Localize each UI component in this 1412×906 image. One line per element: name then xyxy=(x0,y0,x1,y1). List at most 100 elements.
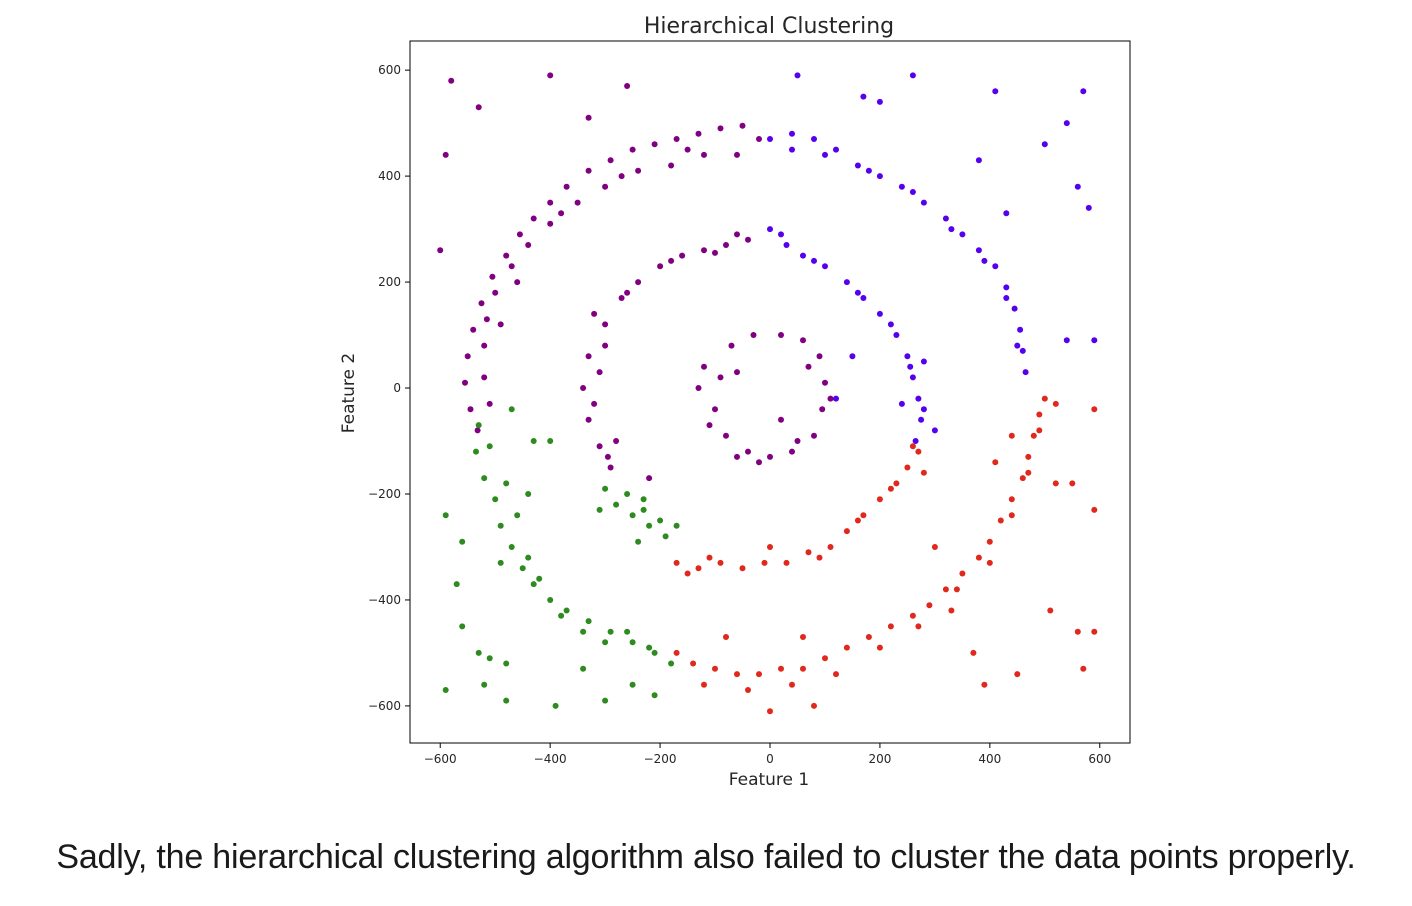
data-point xyxy=(1091,628,1098,635)
data-point xyxy=(1014,342,1021,349)
data-point xyxy=(756,671,762,678)
data-point xyxy=(673,649,680,656)
data-point xyxy=(767,453,773,460)
data-point xyxy=(918,416,925,423)
data-point xyxy=(915,395,922,402)
data-point xyxy=(767,544,773,550)
data-point xyxy=(789,681,795,688)
data-point xyxy=(854,517,861,524)
data-point xyxy=(459,538,466,545)
data-point xyxy=(745,448,751,455)
data-point xyxy=(1025,469,1032,476)
data-point xyxy=(613,438,620,444)
data-point xyxy=(912,438,919,444)
data-point xyxy=(959,231,966,238)
data-point xyxy=(701,681,707,688)
data-point xyxy=(778,231,784,238)
data-point xyxy=(887,321,894,328)
data-point xyxy=(931,427,938,434)
x-tick-label: −600 xyxy=(424,752,457,766)
data-point xyxy=(915,623,922,630)
data-point xyxy=(794,72,801,79)
data-point xyxy=(1017,326,1024,333)
data-point xyxy=(926,602,933,609)
data-point xyxy=(547,199,554,206)
data-point xyxy=(761,559,768,566)
x-axis-label: Feature 1 xyxy=(729,770,809,790)
data-point xyxy=(843,644,850,651)
x-tick-label: −400 xyxy=(534,752,567,766)
data-point xyxy=(805,549,812,556)
data-point xyxy=(833,395,839,402)
data-point xyxy=(904,464,911,471)
data-point xyxy=(475,104,482,111)
data-point xyxy=(992,459,999,466)
plot-area xyxy=(409,40,1131,744)
data-point xyxy=(783,559,790,566)
data-point xyxy=(690,660,697,667)
data-point xyxy=(750,332,757,338)
data-point xyxy=(503,660,510,667)
data-point xyxy=(745,687,751,693)
data-point xyxy=(448,77,455,84)
data-point xyxy=(508,263,515,270)
data-point xyxy=(470,326,477,333)
data-point xyxy=(860,512,867,519)
data-point xyxy=(717,374,724,381)
data-point xyxy=(563,183,570,190)
data-point xyxy=(811,257,817,264)
data-point xyxy=(986,559,993,566)
data-point xyxy=(1091,506,1098,513)
data-point xyxy=(657,263,664,270)
data-point xyxy=(604,453,611,460)
data-point xyxy=(893,332,900,338)
data-point xyxy=(640,506,647,513)
data-point xyxy=(1063,337,1070,344)
data-point xyxy=(907,363,914,370)
data-point xyxy=(811,136,817,142)
data-point xyxy=(712,665,718,672)
data-point xyxy=(1003,210,1010,217)
y-tick-label: −600 xyxy=(368,699,401,713)
data-point xyxy=(992,88,999,95)
data-point xyxy=(607,157,614,164)
data-point xyxy=(453,581,460,588)
data-point xyxy=(492,289,499,296)
data-point xyxy=(602,485,609,492)
data-point xyxy=(497,559,504,566)
scatter-chart: Hierarchical Clustering −600 −400 −200 0 200… xyxy=(339,14,1131,790)
data-point xyxy=(585,167,592,174)
data-point xyxy=(876,98,883,105)
data-point xyxy=(701,363,707,370)
data-point xyxy=(591,310,598,317)
data-point xyxy=(778,665,784,672)
data-point xyxy=(1052,480,1059,487)
y-axis: −600 −400 −200 0 200 400 600 xyxy=(368,63,410,713)
data-point xyxy=(1080,88,1087,95)
data-point xyxy=(1036,427,1043,434)
data-point xyxy=(734,369,740,376)
data-point xyxy=(816,554,823,561)
data-point xyxy=(756,136,762,142)
data-point xyxy=(481,342,488,349)
data-point xyxy=(778,416,784,423)
data-point xyxy=(1008,432,1015,439)
data-point xyxy=(629,681,636,688)
data-point xyxy=(800,634,806,640)
data-point xyxy=(547,597,554,603)
data-point xyxy=(574,199,581,206)
data-point xyxy=(909,374,916,381)
data-point xyxy=(986,538,993,545)
data-point xyxy=(833,671,839,678)
data-point xyxy=(865,634,872,640)
data-point xyxy=(822,379,828,386)
data-point xyxy=(563,607,570,614)
data-point xyxy=(767,226,773,233)
data-point xyxy=(503,252,510,259)
data-point xyxy=(789,448,795,455)
data-point xyxy=(503,697,510,704)
data-point xyxy=(778,332,784,338)
data-point xyxy=(459,623,466,630)
data-point xyxy=(651,141,658,148)
data-point xyxy=(843,279,850,286)
